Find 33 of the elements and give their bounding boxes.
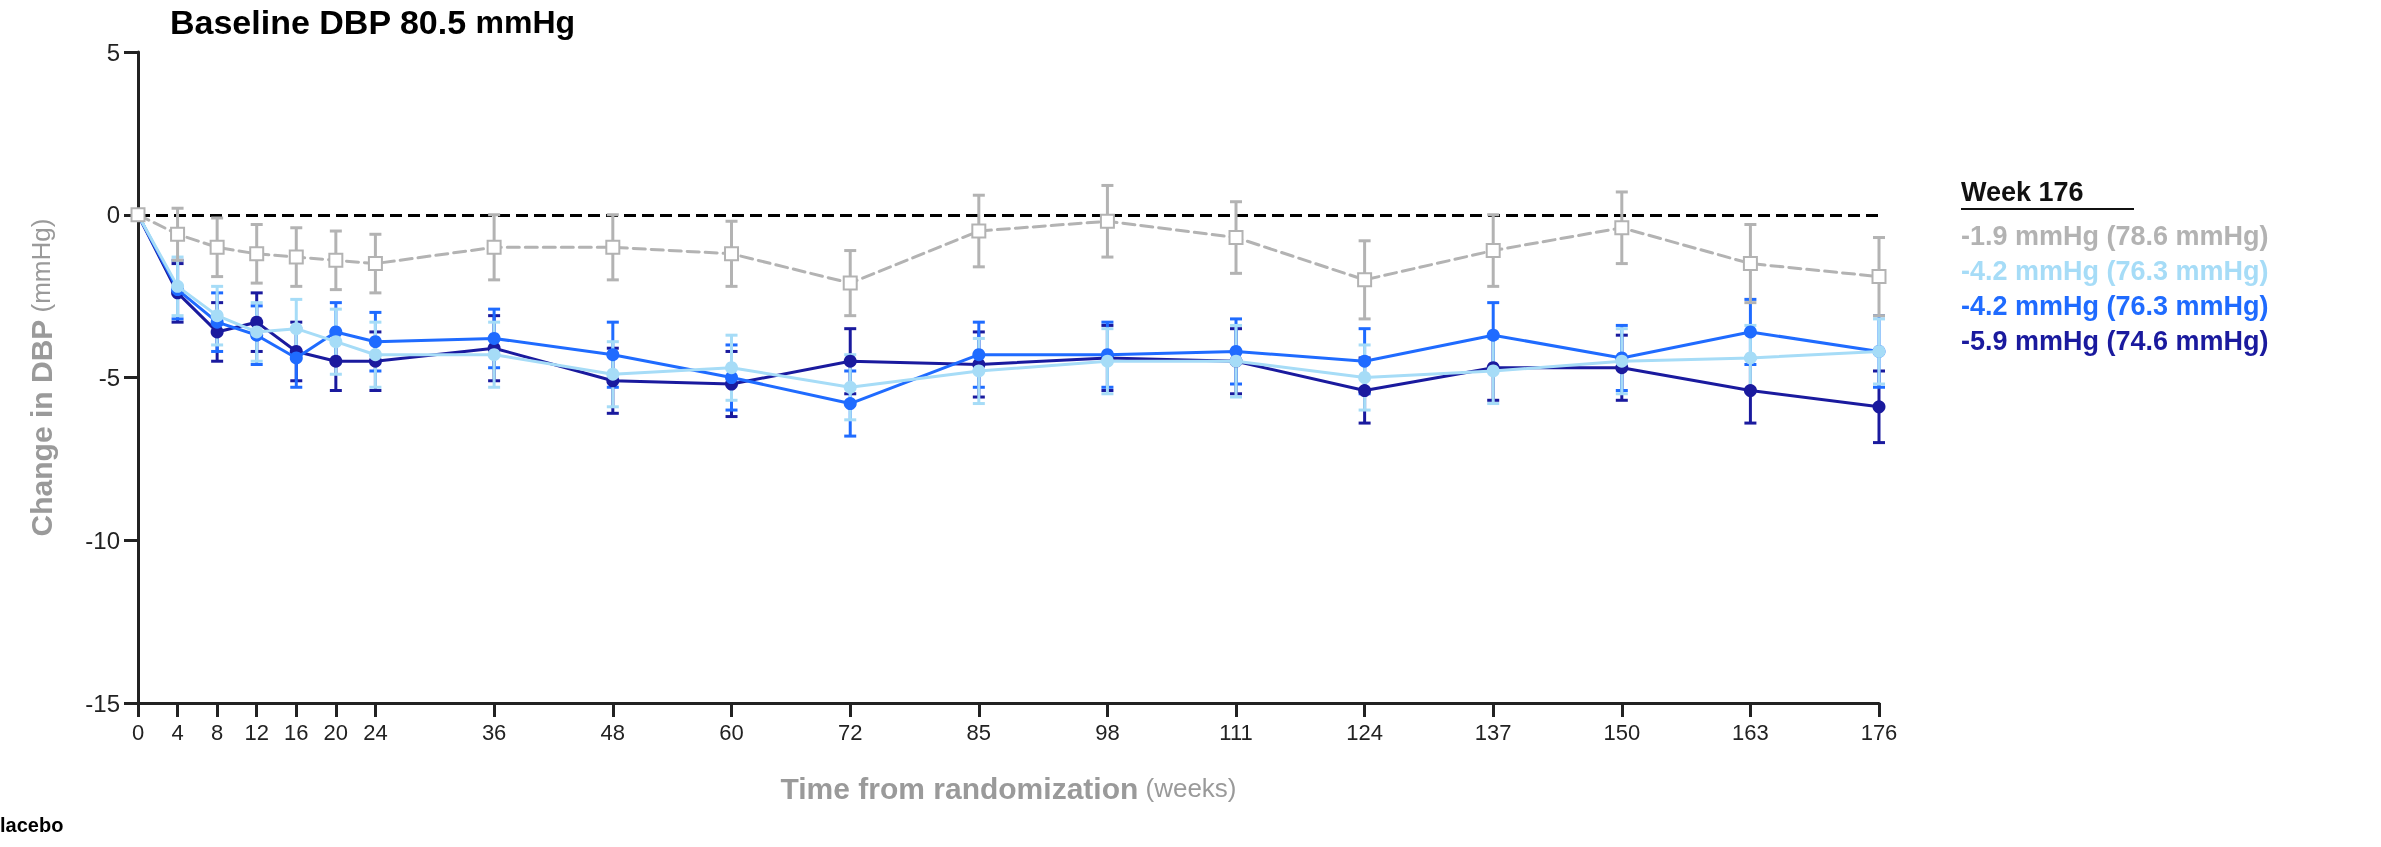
- x-tick-label: 12: [244, 719, 269, 745]
- x-tick-label: 163: [1732, 719, 1769, 745]
- x-tick-label: 0: [131, 719, 145, 745]
- text: -1.9 mmHg (78.6 mmHg): [1961, 220, 2269, 251]
- y-axis-title: Change in DBP (mmHg): [24, 218, 58, 537]
- text: lacebo: [0, 814, 64, 836]
- x-tick-label: 150: [1603, 719, 1641, 745]
- x-tick-label: 4: [171, 719, 184, 745]
- x-axis-title: Time from randomization (weeks): [780, 771, 1237, 805]
- chart-title: Baseline DBP 80.5 mmHg: [170, 3, 576, 41]
- x-tick-label: 124: [1346, 719, 1383, 745]
- y-tick-label: -15: [85, 689, 120, 717]
- text: -5.9 mmHg (74.6 mmHg): [1961, 325, 2269, 356]
- y-tick-label: -10: [85, 526, 120, 554]
- x-tick-label: 176: [1860, 719, 1898, 745]
- text: -4.2 mmHg (76.3 mmHg): [1961, 255, 2269, 286]
- x-tick-label: 72: [837, 719, 863, 745]
- legend-title: Week 176: [1961, 176, 2084, 207]
- x-tick-label: 16: [284, 719, 309, 745]
- x-tick-label: 24: [363, 719, 388, 745]
- x-tick-label: 20: [323, 719, 349, 745]
- x-tick-label: 98: [1095, 719, 1120, 745]
- y-tick-label: 0: [106, 201, 120, 229]
- y-tick-label: 5: [106, 38, 120, 66]
- x-tick-label: 137: [1474, 719, 1512, 745]
- x-tick-label: 111: [1219, 719, 1253, 745]
- y-tick-label: -5: [98, 364, 120, 391]
- x-tick-label: 36: [481, 719, 507, 745]
- x-tick-label: 48: [600, 719, 626, 745]
- x-tick-label: 85: [966, 719, 992, 745]
- x-tick-label: 60: [719, 719, 744, 745]
- text: -4.2 mmHg (76.3 mmHg): [1961, 290, 2269, 321]
- x-tick-label: 8: [211, 719, 224, 745]
